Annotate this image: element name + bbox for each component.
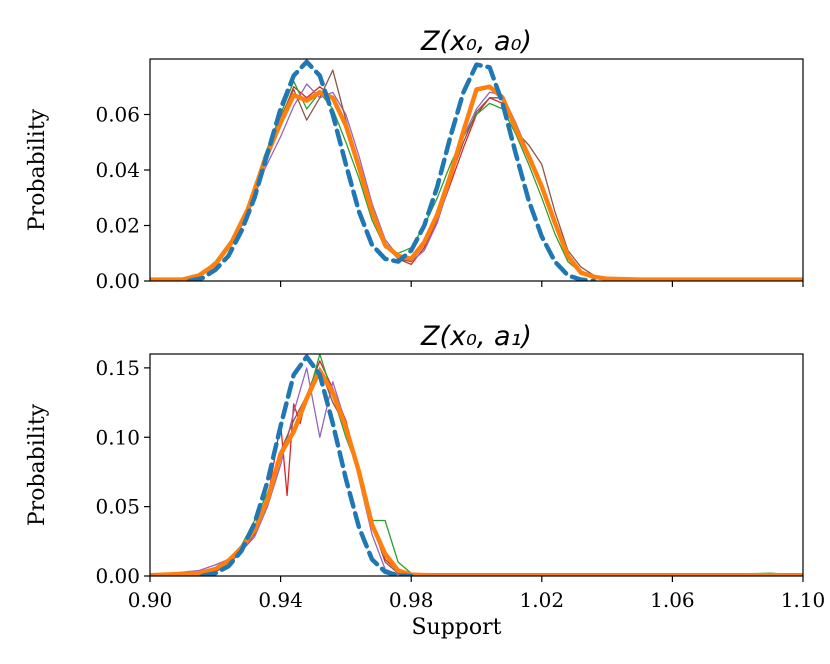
y-tick-label: 0.04	[95, 158, 140, 182]
x-tick-label: 1.06	[650, 588, 695, 612]
series-line-target	[186, 59, 597, 281]
x-tick-label: 1.10	[781, 588, 826, 612]
y-tick-label: 0.06	[95, 103, 140, 127]
y-tick-label: 0.00	[95, 564, 140, 588]
x-tick-label: 0.98	[389, 588, 434, 612]
y-tick-label: 0.15	[95, 356, 140, 380]
y-tick-label: 0.05	[95, 495, 140, 519]
series-line-target	[199, 354, 414, 576]
x-tick-label: 0.94	[258, 588, 303, 612]
series-group	[150, 59, 803, 281]
panel-top: 0.00 0.02 0.04 0.06 Z(x₀, a₀) Probability	[25, 26, 804, 293]
x-tick-label: 0.90	[128, 588, 173, 612]
series-line-s4	[150, 69, 803, 281]
y-tick-label: 0.10	[95, 425, 140, 449]
chart-title: Z(x₀, a₁)	[420, 321, 532, 352]
series-line-mean	[150, 368, 803, 576]
chart-title: Z(x₀, a₀)	[420, 26, 532, 57]
y-tick-label: 0.00	[95, 269, 140, 293]
y-axis-label: Probability	[25, 403, 50, 526]
series-line-s3	[150, 367, 803, 576]
series-group	[150, 354, 803, 576]
x-axis-label: Support	[411, 615, 501, 640]
y-tick-label: 0.02	[95, 214, 140, 238]
panel-bottom: 0.00 0.05 0.10 0.15 0.90 0.94 0.98 1.02 1.06 1.10…	[25, 321, 825, 640]
x-tick-label: 1.02	[520, 588, 565, 612]
y-axis-label: Probability	[25, 108, 50, 231]
plot-frame	[149, 353, 804, 577]
